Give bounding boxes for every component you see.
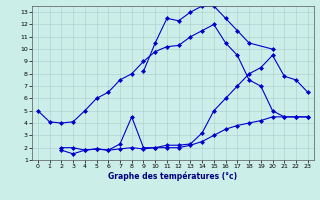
- X-axis label: Graphe des températures (°c): Graphe des températures (°c): [108, 172, 237, 181]
